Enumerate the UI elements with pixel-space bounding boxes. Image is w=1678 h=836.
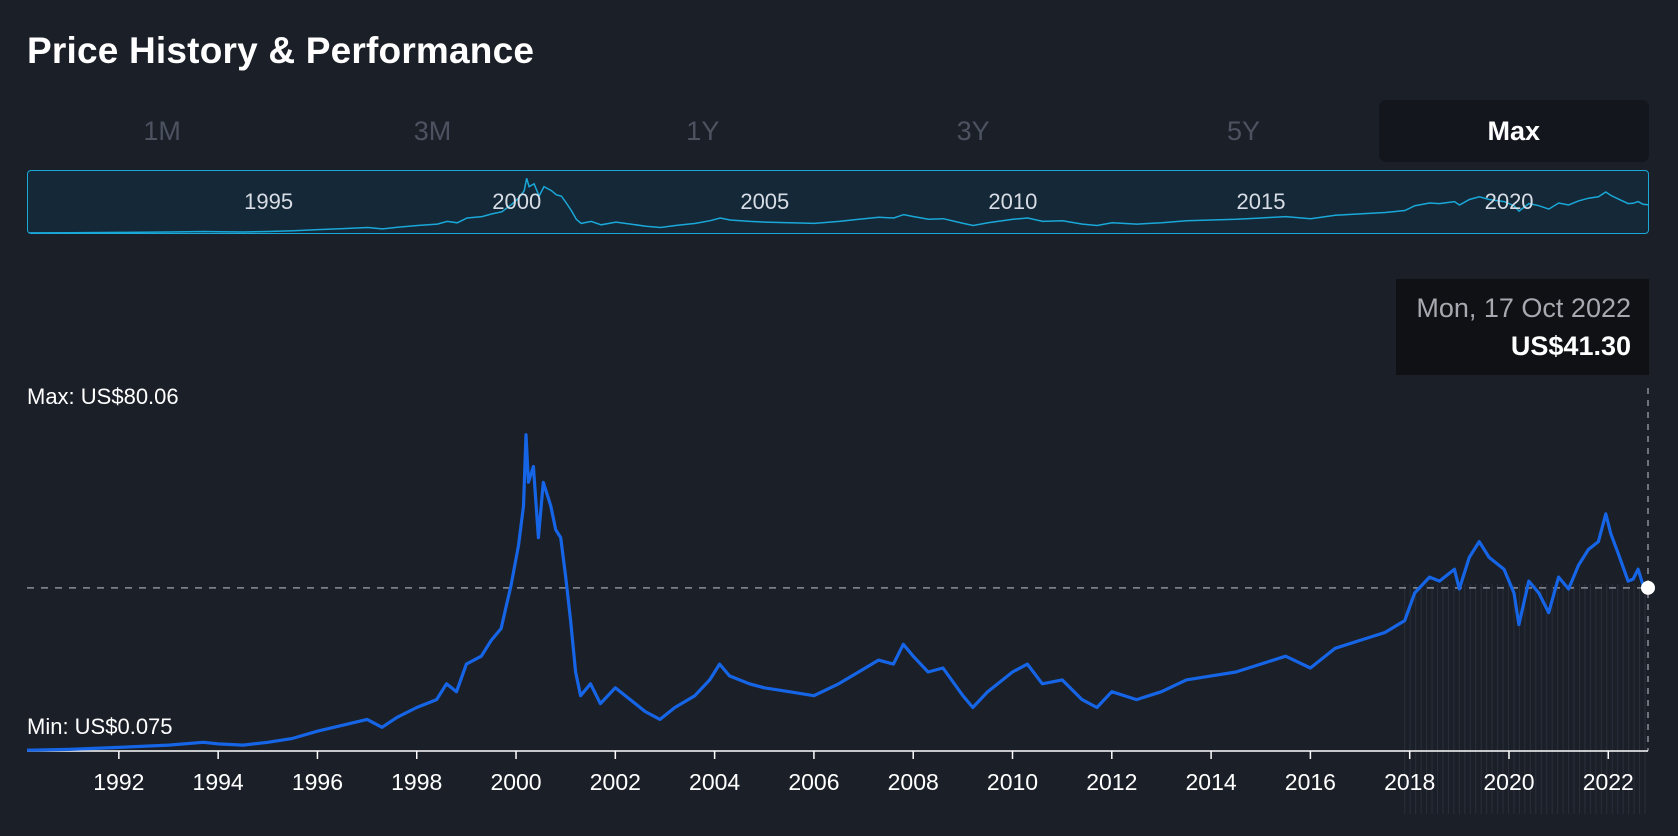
x-tick-label-1998: 1998 (391, 769, 442, 795)
x-tick-label-2022: 2022 (1583, 769, 1634, 795)
navigator-line (28, 178, 1648, 233)
navigator-year-label: 1995 (244, 189, 293, 214)
tab-max[interactable]: Max (1378, 100, 1649, 162)
x-tick-label-2018: 2018 (1384, 769, 1435, 795)
price-line (26, 433, 1649, 752)
x-tick-label-2010: 2010 (987, 769, 1038, 795)
tooltip-date: Mon, 17 Oct 2022 (1416, 293, 1631, 323)
x-tick-label-1996: 1996 (292, 769, 343, 795)
navigator-year-label: 2020 (1485, 189, 1534, 214)
recent-shading (1404, 584, 1646, 814)
x-tick-label-2008: 2008 (888, 769, 939, 795)
tab-5y[interactable]: 5Y (1226, 115, 1260, 146)
min-price-label: Min: US$0.075 (27, 714, 173, 739)
navigator-year-label: 2005 (740, 189, 789, 214)
navigator-year-label: 2015 (1237, 189, 1286, 214)
page-title: Price History & Performance (27, 30, 535, 71)
price-tooltip: Mon, 17 Oct 2022 US$41.30 (1396, 279, 1649, 375)
tab-1m[interactable]: 1M (143, 115, 181, 146)
navigator-year-label: 2000 (492, 189, 541, 214)
x-tick-label-2002: 2002 (590, 769, 641, 795)
tooltip-price: US$41.30 (1510, 331, 1631, 361)
max-price-label: Max: US$80.06 (27, 384, 179, 409)
x-tick-label-2004: 2004 (689, 769, 740, 795)
x-tick-label-2016: 2016 (1285, 769, 1336, 795)
x-tick-label-1994: 1994 (193, 769, 244, 795)
tab-3y[interactable]: 3Y (956, 115, 990, 146)
x-tick-label-2006: 2006 (788, 769, 839, 795)
navigator-year-label: 2010 (988, 189, 1037, 214)
x-tick-label-2012: 2012 (1086, 769, 1137, 795)
tab-1y[interactable]: 1Y (686, 115, 720, 146)
x-tick-label-2000: 2000 (490, 769, 541, 795)
time-range-tabs: 1M 3M 1Y 3Y 5Y Max (27, 100, 1649, 162)
navigator-chart: 1995 2000 2005 2010 2015 2020 (28, 178, 1648, 233)
x-tick-label-1992: 1992 (93, 769, 144, 795)
range-navigator[interactable]: 1995 2000 2005 2010 2015 2020 (27, 170, 1649, 234)
x-tick-label-2014: 2014 (1186, 769, 1237, 795)
current-point-marker (1641, 580, 1655, 595)
tab-3m[interactable]: 3M (413, 115, 452, 146)
x-tick-label-2020: 2020 (1483, 769, 1534, 795)
